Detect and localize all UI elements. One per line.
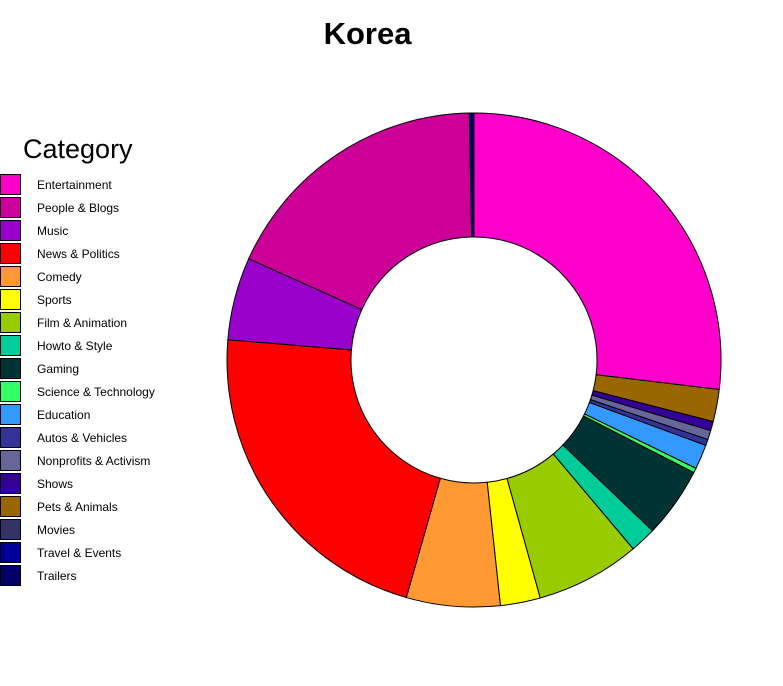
legend-label: Autos & Vehicles — [37, 431, 128, 445]
legend-item-movies: Movies — [0, 519, 200, 542]
legend-label: Movies — [37, 523, 76, 537]
legend-label: Sports — [37, 293, 72, 307]
chart-title: Korea — [323, 16, 412, 51]
legend-swatch — [0, 266, 21, 287]
legend-label: Comedy — [37, 270, 82, 284]
legend-label: Education — [37, 408, 91, 422]
legend-item-howto-and-style: Howto & Style — [0, 335, 200, 358]
legend-swatch — [0, 404, 21, 425]
legend-item-trailers: Trailers — [0, 565, 200, 588]
legend-swatch — [0, 197, 21, 218]
legend-swatch — [0, 289, 21, 310]
legend-swatch — [0, 335, 21, 356]
legend-swatch — [0, 450, 21, 471]
legend-swatch — [0, 358, 21, 379]
legend-swatch — [0, 565, 21, 586]
legend-label: Music — [37, 224, 69, 238]
legend-label: Shows — [37, 477, 74, 491]
legend-item-entertainment: Entertainment — [0, 174, 200, 197]
slice-news-and-politics — [226, 339, 441, 599]
legend-label: Science & Technology — [37, 385, 155, 399]
legend-label: Howto & Style — [37, 339, 113, 353]
legend-item-film-and-animation: Film & Animation — [0, 312, 200, 335]
legend-item-sports: Sports — [0, 289, 200, 312]
legend-swatch — [0, 174, 21, 195]
legend-label: Gaming — [37, 362, 80, 376]
legend-item-people-and-blogs: People & Blogs — [0, 197, 200, 220]
legend-item-autos-and-vehicles: Autos & Vehicles — [0, 427, 200, 450]
legend-label: News & Politics — [37, 247, 120, 261]
legend-label: Film & Animation — [37, 316, 128, 330]
legend-item-news-and-politics: News & Politics — [0, 243, 200, 266]
legend-swatch — [0, 312, 21, 333]
legend-item-science-and-technology: Science & Technology — [0, 381, 200, 404]
legend-swatch — [0, 220, 21, 241]
legend-item-nonprofits-and-activism: Nonprofits & Activism — [0, 450, 200, 473]
legend-swatch — [0, 542, 21, 563]
legend-swatch — [0, 473, 21, 494]
slice-trailers — [468, 112, 475, 238]
legend-item-gaming: Gaming — [0, 358, 200, 381]
legend-item-pets-and-animals: Pets & Animals — [0, 496, 200, 519]
legend-item-comedy: Comedy — [0, 266, 200, 289]
legend-label: People & Blogs — [37, 201, 120, 215]
legend-item-travel-and-events: Travel & Events — [0, 542, 200, 565]
legend-label: Entertainment — [37, 178, 112, 192]
legend-label: Pets & Animals — [37, 500, 118, 514]
legend-swatch — [0, 427, 21, 448]
legend-swatch — [0, 496, 21, 517]
legend-item-shows: Shows — [0, 473, 200, 496]
legend-title: Category — [23, 134, 133, 164]
legend-label: Travel & Events — [37, 546, 122, 560]
slice-people-and-blogs — [248, 112, 473, 311]
legend-item-education: Education — [0, 404, 200, 427]
legend-swatch — [0, 243, 21, 264]
legend-swatch — [0, 519, 21, 540]
legend-label: Nonprofits & Activism — [37, 454, 151, 468]
legend-item-music: Music — [0, 220, 200, 243]
legend-label: Trailers — [37, 569, 77, 583]
slice-entertainment — [473, 112, 722, 391]
legend-swatch — [0, 381, 21, 402]
